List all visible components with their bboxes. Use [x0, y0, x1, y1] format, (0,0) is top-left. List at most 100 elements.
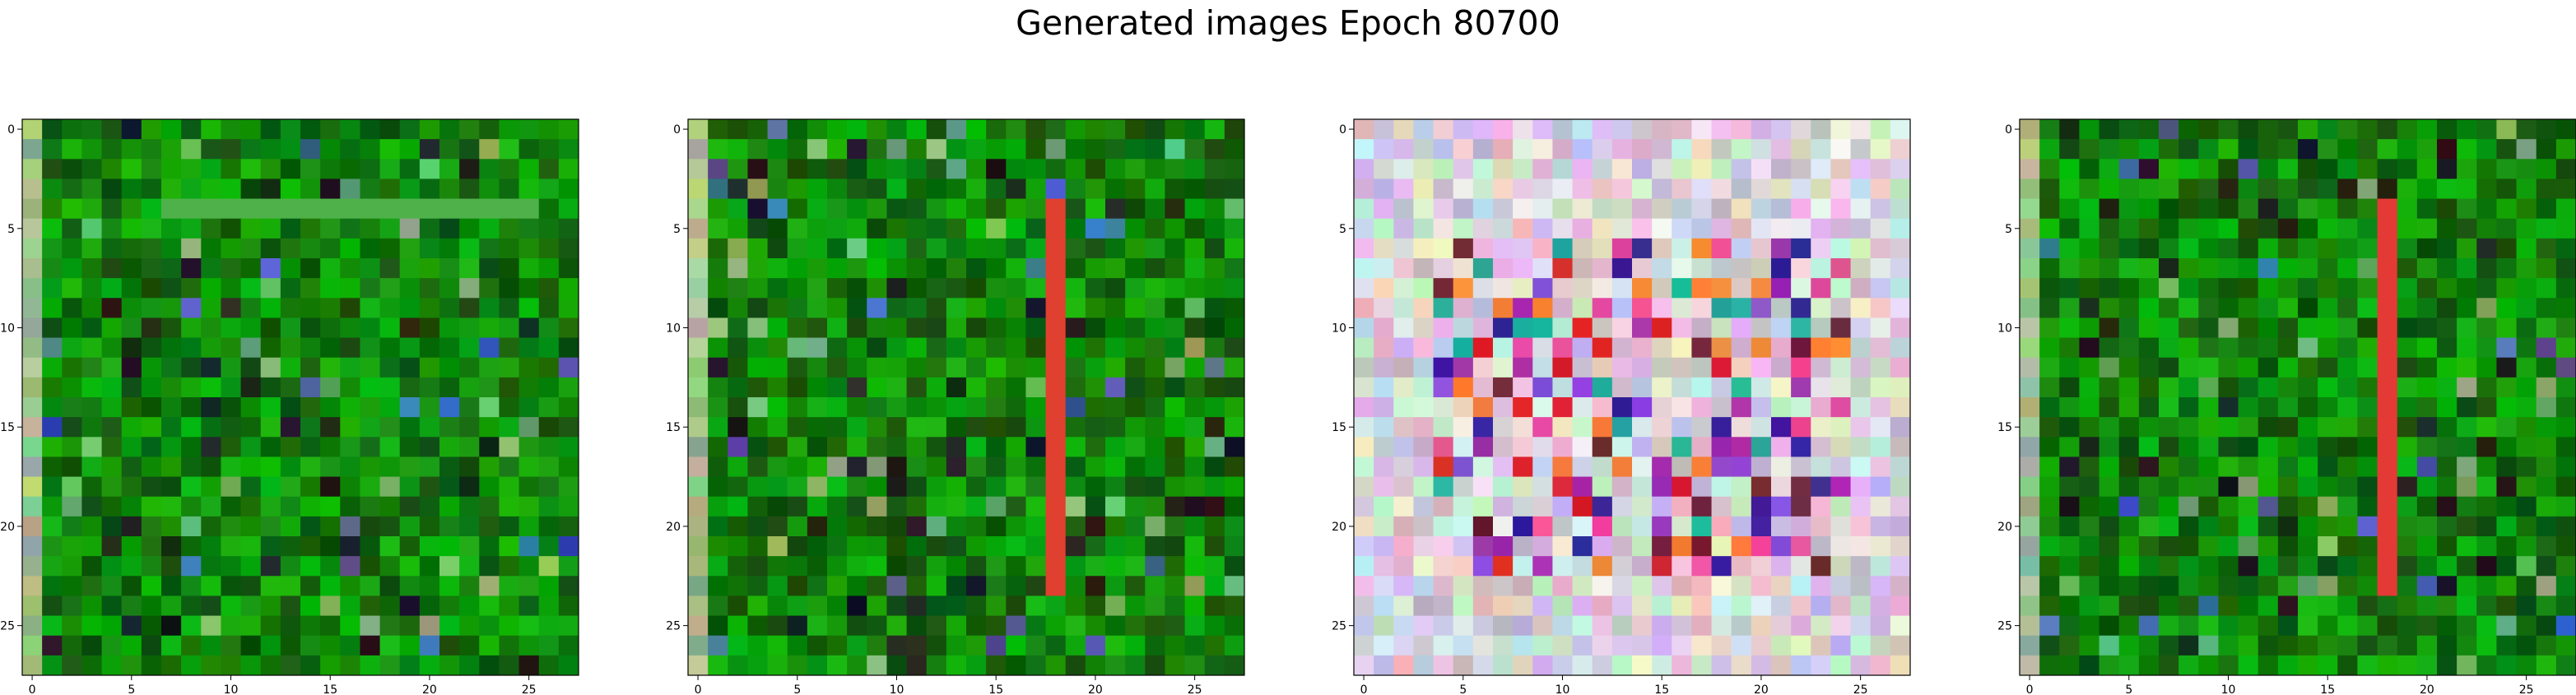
- image-pixel: [1204, 536, 1225, 557]
- image-pixel: [379, 595, 401, 617]
- image-pixel: [1632, 357, 1653, 378]
- image-pixel: [2457, 397, 2477, 418]
- image-pixel: [1145, 655, 1165, 676]
- image-pixel: [2437, 655, 2457, 676]
- image-pixel: [1830, 496, 1852, 517]
- image-pixel: [320, 417, 341, 438]
- image-pixel: [847, 615, 867, 637]
- image-pixel: [1731, 456, 1752, 478]
- image-pixel: [300, 476, 321, 498]
- image-pixel: [479, 655, 500, 676]
- image-pixel: [1870, 417, 1891, 438]
- image-pixel: [1532, 437, 1553, 457]
- image-pixel: [1830, 536, 1852, 557]
- image-pixel: [2059, 218, 2080, 239]
- image-pixel: [240, 437, 262, 457]
- image-pixel: [121, 476, 142, 498]
- image-pixel: [867, 417, 887, 438]
- image-pixel: [966, 536, 987, 557]
- image-pixel: [827, 337, 848, 359]
- image-pixel: [360, 218, 381, 239]
- image-pixel: [807, 536, 828, 557]
- image-pixel: [886, 595, 908, 617]
- image-pixel: [1811, 536, 1831, 557]
- image-pixel: [1105, 119, 1126, 140]
- image-pixel: [2337, 238, 2358, 259]
- image-pixel: [1224, 238, 1245, 259]
- image-pixel: [2198, 218, 2219, 239]
- image-pixel: [2397, 595, 2418, 617]
- image-pixel: [2416, 576, 2438, 596]
- image-pixel: [518, 536, 540, 557]
- image-pixel: [1731, 516, 1752, 537]
- image-pixel: [827, 178, 848, 200]
- image-pixel: [1850, 476, 1872, 498]
- image-pixel: [2476, 139, 2497, 160]
- image-pixel: [121, 556, 142, 577]
- image-pixel: [260, 218, 281, 239]
- image-pixel: [181, 178, 202, 200]
- image-pixel: [2536, 298, 2557, 318]
- image-pixel: [1165, 576, 1186, 596]
- image-pixel: [62, 476, 82, 498]
- image-pixel: [1791, 119, 1811, 140]
- image-pixel: [807, 159, 828, 179]
- image-pixel: [459, 218, 480, 239]
- image-pixel: [1045, 476, 1067, 498]
- image-pixel: [1592, 536, 1613, 557]
- image-pixel: [2277, 615, 2299, 637]
- image-pixel: [1145, 635, 1165, 656]
- image-pixel: [479, 456, 500, 478]
- image-pixel: [81, 198, 103, 220]
- image-pixel: [1204, 198, 1225, 220]
- image-pixel: [1572, 496, 1593, 517]
- image-pixel: [2198, 317, 2219, 339]
- image-pixel: [2218, 337, 2239, 359]
- image-pixel: [1711, 655, 1732, 676]
- image-pixel: [708, 278, 728, 299]
- image-pixel: [2337, 476, 2358, 498]
- image-pixel: [946, 278, 967, 299]
- image-pixel: [22, 417, 43, 438]
- image-pixel: [847, 377, 867, 398]
- image-pixel: [906, 377, 928, 398]
- image-pixel: [2218, 635, 2239, 656]
- image-pixel: [1105, 397, 1126, 418]
- image-pixel: [320, 218, 341, 239]
- image-pixel: [161, 437, 182, 457]
- image-pixel: [1811, 337, 1831, 359]
- image-pixel: [320, 496, 341, 517]
- image-pixel: [360, 337, 381, 359]
- image-pixel: [518, 655, 540, 676]
- image-pixel: [1652, 417, 1672, 438]
- image-pixel: [1453, 655, 1474, 676]
- image-pixel: [2238, 218, 2259, 239]
- image-pixel: [1393, 655, 1414, 676]
- image-pixel: [2457, 139, 2477, 160]
- image-pixel: [2357, 496, 2378, 517]
- image-pixel: [2298, 218, 2318, 239]
- image-pixel: [2357, 635, 2378, 656]
- image-pixel: [2437, 556, 2457, 577]
- image-pixel: [1672, 456, 1692, 478]
- image-pixel: [479, 516, 500, 537]
- image-pixel: [221, 437, 242, 457]
- image-pixel: [767, 159, 788, 179]
- image-pixel: [161, 258, 182, 279]
- image-pixel: [728, 357, 748, 378]
- image-pixel: [2020, 417, 2040, 438]
- image-pixel: [240, 317, 262, 339]
- image-pixel: [181, 198, 202, 220]
- image-pixel: [320, 357, 341, 378]
- image-pixel: [1065, 357, 1086, 378]
- image-pixel: [2437, 198, 2457, 220]
- image-pixel: [2457, 337, 2477, 359]
- image-pixel: [1493, 595, 1514, 617]
- image-pixel: [1731, 576, 1752, 596]
- image-pixel: [2298, 139, 2318, 160]
- image-pixel: [300, 576, 321, 596]
- image-pixel: [1125, 397, 1146, 418]
- image-pixel: [2377, 139, 2398, 160]
- image-pixel: [1413, 635, 1434, 656]
- image-pixel: [787, 278, 808, 299]
